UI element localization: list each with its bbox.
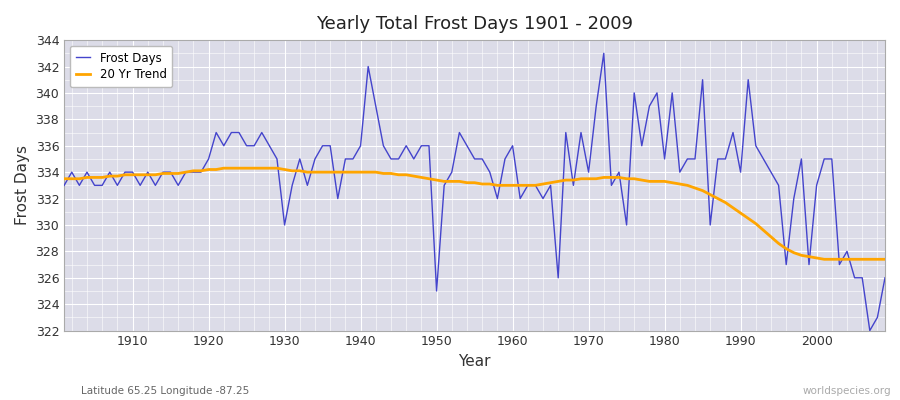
Frost Days: [879, 275, 890, 280]
20 Yr Trend: [340, 170, 351, 174]
20 Yr Trend: [879, 257, 890, 262]
20 Yr Trend: [515, 183, 526, 188]
Line: Frost Days: Frost Days: [64, 53, 885, 330]
20 Yr Trend: [219, 166, 230, 170]
Title: Yearly Total Frost Days 1901 - 2009: Yearly Total Frost Days 1901 - 2009: [316, 15, 633, 33]
Text: Latitude 65.25 Longitude -87.25: Latitude 65.25 Longitude -87.25: [81, 386, 249, 396]
Frost Days: [598, 51, 609, 56]
Frost Days: [58, 183, 69, 188]
X-axis label: Year: Year: [458, 354, 491, 369]
Frost Days: [332, 196, 343, 201]
20 Yr Trend: [606, 175, 616, 180]
Y-axis label: Frost Days: Frost Days: [15, 145, 30, 225]
20 Yr Trend: [819, 257, 830, 262]
Legend: Frost Days, 20 Yr Trend: Frost Days, 20 Yr Trend: [70, 46, 173, 87]
Line: 20 Yr Trend: 20 Yr Trend: [64, 168, 885, 259]
Frost Days: [508, 143, 518, 148]
Frost Days: [606, 183, 616, 188]
20 Yr Trend: [58, 176, 69, 181]
Frost Days: [120, 170, 130, 174]
20 Yr Trend: [294, 168, 305, 173]
Frost Days: [287, 183, 298, 188]
Text: worldspecies.org: worldspecies.org: [803, 386, 891, 396]
Frost Days: [500, 156, 510, 161]
20 Yr Trend: [120, 172, 130, 177]
20 Yr Trend: [508, 183, 518, 188]
Frost Days: [864, 328, 875, 333]
